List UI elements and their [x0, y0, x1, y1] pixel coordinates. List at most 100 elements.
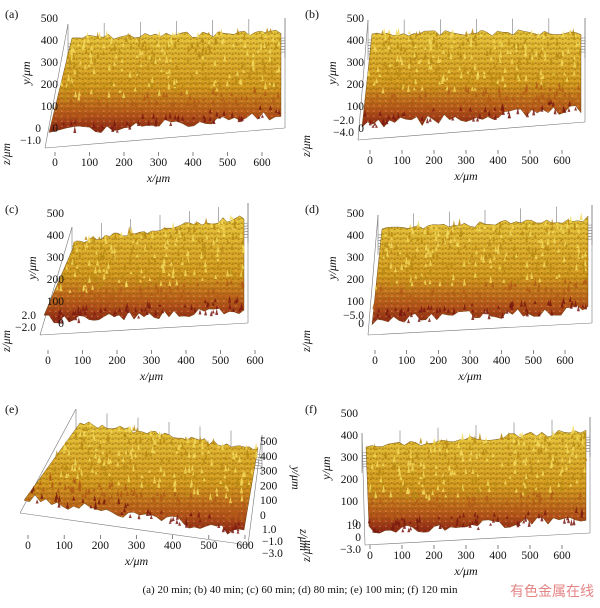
surface-grain [67, 106, 71, 112]
surface-grain [434, 471, 438, 476]
surface-grain [186, 249, 190, 256]
surface-grain [117, 458, 121, 462]
surface-grain [498, 71, 502, 79]
surface-grain [436, 230, 440, 237]
surface-grain [196, 31, 200, 38]
surface-grain [494, 229, 498, 233]
surface-grain [245, 49, 249, 56]
surface-grain [232, 307, 235, 312]
surface-grain [164, 231, 168, 237]
surface-grain [137, 42, 141, 47]
surface-grain [57, 494, 61, 502]
surface-grain [116, 489, 120, 497]
surface-grain [414, 78, 418, 84]
surface-grain [484, 86, 488, 94]
surface-grain [169, 261, 173, 266]
surface-grain [437, 503, 441, 508]
surface-grain [461, 39, 465, 46]
surface-grain [411, 475, 415, 481]
surface-grain [510, 303, 514, 310]
surface-grain [102, 439, 106, 443]
surface-grain [258, 104, 262, 110]
surface-grain [183, 235, 186, 241]
surface-grain [146, 285, 150, 289]
surface-grain [407, 448, 411, 454]
surface-grain [224, 484, 228, 489]
surface-grain [183, 304, 187, 308]
surface-grain [146, 481, 150, 488]
surface-grain [104, 237, 108, 245]
surface-grain [386, 264, 390, 271]
surface-grain [489, 264, 493, 269]
surface-grain [424, 511, 428, 518]
surface-grain [418, 77, 422, 82]
surface-grain [67, 485, 70, 489]
surface-grain [418, 515, 422, 523]
surface-grain [120, 490, 124, 496]
surface-grain [512, 247, 516, 251]
surface-grain [99, 291, 103, 296]
surface-grain [384, 233, 388, 237]
surface-grain [218, 501, 222, 505]
surface-grain [428, 266, 432, 275]
surface-grain [506, 431, 510, 440]
surface-grain [255, 69, 259, 75]
surface-grain [151, 496, 155, 501]
surface-grain [470, 67, 474, 74]
surface-grain [393, 272, 397, 281]
surface-grain [491, 452, 495, 458]
surface-grain [192, 269, 196, 276]
surface-grain [243, 40, 247, 48]
surface-grain [159, 436, 162, 445]
surface-grain [408, 459, 412, 466]
z-axis-label: z/μm [297, 528, 309, 551]
surface-grain [231, 42, 235, 47]
surface-grain [128, 424, 132, 433]
y-tick-label: 100 [47, 296, 65, 308]
surface-grain [434, 234, 438, 241]
surface-grain [451, 115, 455, 121]
surface-grain [192, 116, 196, 120]
surface-grain [154, 282, 158, 290]
surface-grain [167, 294, 171, 303]
surface-grain [527, 245, 531, 252]
surface-grain [180, 290, 184, 298]
x-tick-label: 100 [56, 540, 74, 552]
surface-grain [458, 229, 462, 237]
surface-grain [528, 459, 532, 464]
surface-grain [389, 97, 393, 103]
surface-grain [453, 470, 457, 476]
surface-grain [395, 517, 399, 525]
surface-grain [251, 52, 255, 58]
surface-grain [216, 245, 220, 253]
surface-grain [397, 523, 401, 527]
surface-grain [565, 243, 568, 247]
surface-grain [425, 440, 429, 445]
surface-grain [455, 463, 459, 468]
surface-grain [413, 56, 417, 61]
surface-grain [561, 228, 565, 234]
surface-grain [168, 286, 172, 294]
surface-grain [427, 317, 431, 322]
surface-grain [102, 268, 106, 272]
surface-grain [461, 432, 464, 441]
surface-grain [441, 487, 445, 492]
y-tick-label: 300 [47, 252, 65, 264]
x-tick-label: 200 [115, 157, 133, 169]
surface-grain [103, 247, 107, 253]
surface-grain [97, 98, 101, 107]
surface-grain [276, 90, 280, 98]
surface-grain [388, 63, 392, 67]
surface-grain [448, 282, 452, 286]
surface-grain [560, 300, 564, 308]
surface-grain [373, 527, 377, 532]
surface-grain [426, 227, 430, 235]
surface-grain [407, 254, 411, 260]
surface-grain [424, 243, 428, 250]
surface-grain [370, 474, 374, 480]
surface-grain [540, 46, 544, 51]
surface-grain [548, 86, 552, 92]
x-tick-label: 600 [236, 540, 254, 552]
surface-grain [373, 451, 377, 458]
